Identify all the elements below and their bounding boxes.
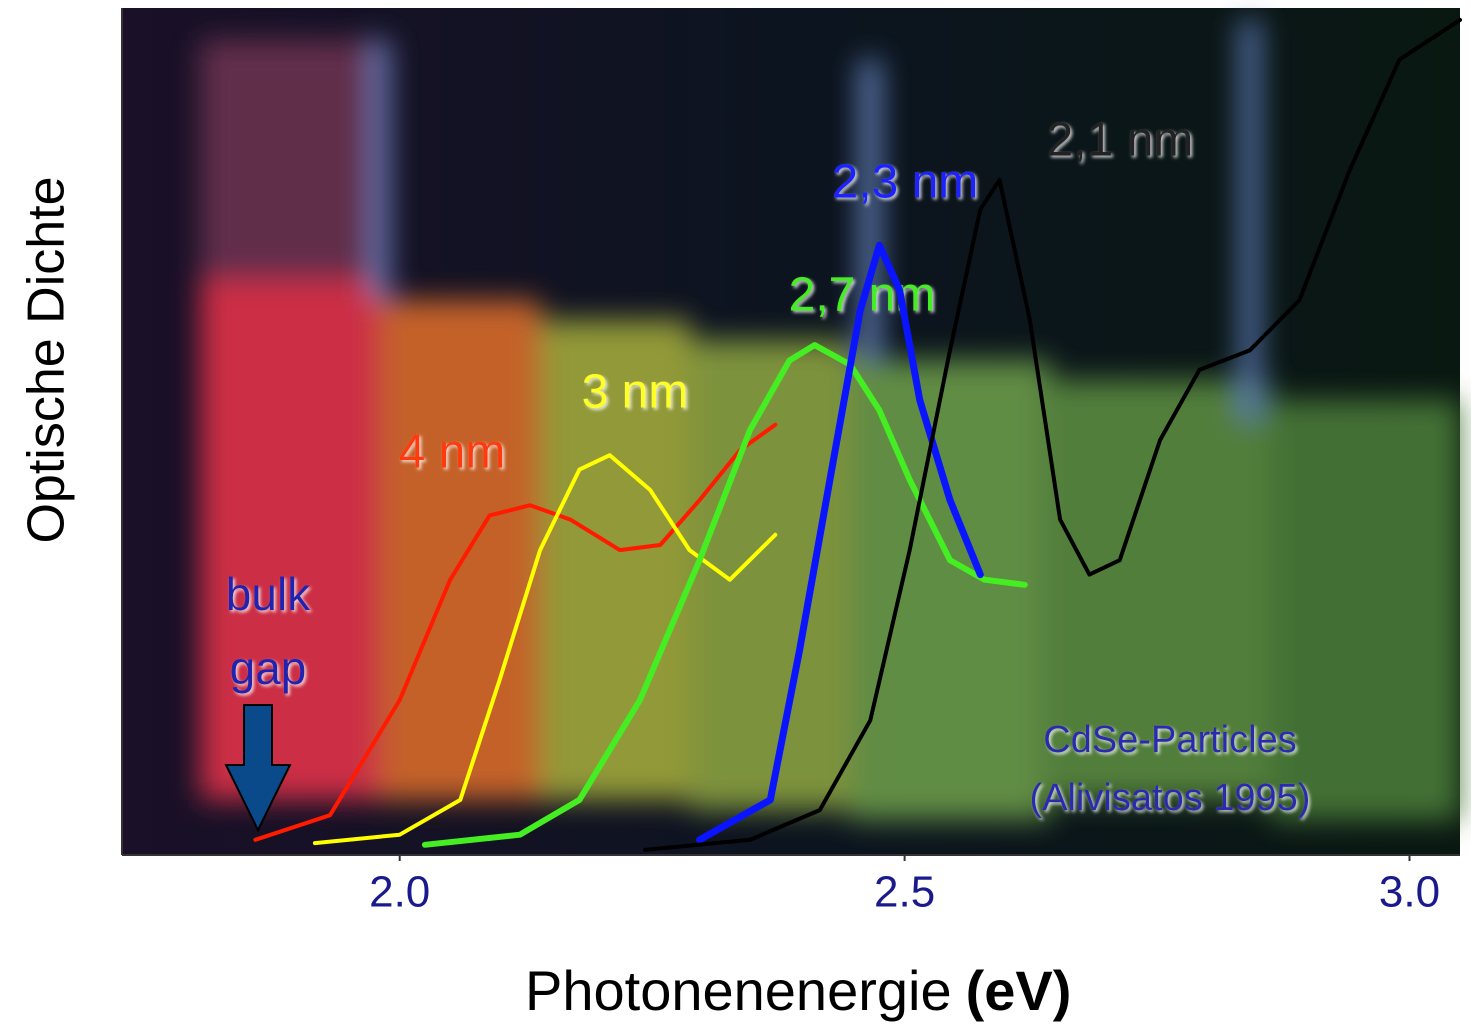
chart: Optische Dichte bulk gap CdSe-Particles … <box>0 0 1471 1030</box>
x-tick-label: 3.0 <box>1379 868 1440 917</box>
series-label: 2,3 nm <box>832 156 979 209</box>
x-axis-unit: (eV) <box>966 959 1072 1022</box>
x-tick-label: 2.5 <box>874 868 935 917</box>
annotation: bulk <box>226 568 311 620</box>
annotation: (Alivisatos 1995) <box>1030 777 1311 819</box>
series-label: 2,1 nm <box>1047 114 1194 167</box>
y-axis-label: Optische Dichte <box>18 176 76 543</box>
series-label: 4 nm <box>399 426 506 479</box>
x-axis-label: Photonenenergie(eV) <box>525 959 1071 1022</box>
annotation: gap <box>230 642 307 694</box>
series-label: 3 nm <box>582 366 689 419</box>
x-axis-label-text: Photonenenergie <box>525 959 952 1022</box>
annotation: CdSe-Particles <box>1043 719 1296 761</box>
x-tick-label: 2.0 <box>369 868 430 917</box>
